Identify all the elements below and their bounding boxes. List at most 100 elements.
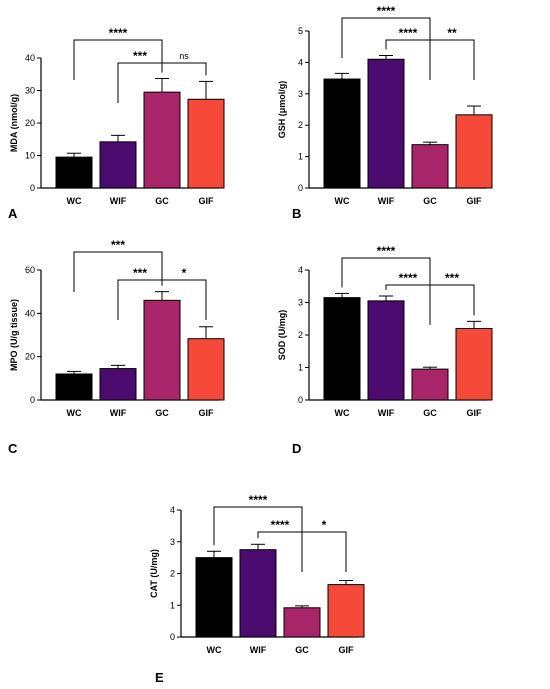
category-label-wif: WIF <box>378 196 395 206</box>
significance-label: *** <box>133 266 147 280</box>
y-tick-label: 3 <box>298 298 303 308</box>
significance-bracket <box>73 39 163 80</box>
y-tick-label: 4 <box>170 505 175 515</box>
category-label-gc: GC <box>423 408 437 418</box>
y-tick-label: 4 <box>298 57 303 67</box>
bar-gc <box>411 368 449 401</box>
significance-label: ns <box>179 51 189 61</box>
significance-bracket <box>73 251 163 292</box>
significance-label: *** <box>445 271 459 285</box>
bar-wc <box>55 373 93 401</box>
y-tick-label: 20 <box>25 352 35 362</box>
y-tick-label: 0 <box>298 183 303 193</box>
significance-label: **** <box>249 493 268 507</box>
significance-label: *** <box>111 238 125 252</box>
significance-label: ** <box>447 26 457 40</box>
y-axis-label: SOD (U/mg) <box>277 310 287 361</box>
category-label-wif: WIF <box>250 645 267 655</box>
y-tick-label: 3 <box>170 537 175 547</box>
category-label-gif: GIF <box>339 645 355 655</box>
category-label-gif: GIF <box>467 408 483 418</box>
significance-label: **** <box>399 26 418 40</box>
bar-wif <box>99 141 137 189</box>
significance-label: **** <box>271 518 290 532</box>
bar-wc <box>55 156 93 189</box>
y-tick-label: 40 <box>25 308 35 318</box>
y-tick-label: 3 <box>298 89 303 99</box>
category-label-gc: GC <box>423 196 437 206</box>
bar-wif <box>367 58 405 189</box>
y-tick-label: 0 <box>30 395 35 405</box>
category-label-wc: WC <box>67 408 82 418</box>
bar-gif <box>187 338 225 401</box>
significance-bracket <box>161 279 207 320</box>
y-tick-label: 0 <box>30 183 35 193</box>
category-label-gif: GIF <box>199 196 215 206</box>
bar-gc <box>411 144 449 189</box>
category-label-gc: GC <box>155 408 169 418</box>
panel-label: B <box>292 206 301 221</box>
significance-bracket <box>341 257 431 298</box>
bar-gif <box>455 114 493 189</box>
bar-wif <box>367 300 405 401</box>
significance-bracket <box>161 62 207 76</box>
bar-gc <box>143 299 181 401</box>
significance-label: **** <box>399 271 418 285</box>
y-tick-label: 2 <box>298 120 303 130</box>
bar-gif <box>187 98 225 189</box>
significance-label: **** <box>109 26 128 40</box>
significance-label: * <box>322 518 327 532</box>
y-tick-label: 1 <box>170 600 175 610</box>
y-tick-label: 0 <box>298 395 303 405</box>
category-label-gc: GC <box>295 645 309 655</box>
significance-label: **** <box>377 4 396 18</box>
bar-wc <box>323 297 361 401</box>
bar-gif <box>455 328 493 401</box>
y-tick-label: 2 <box>298 330 303 340</box>
category-label-wc: WC <box>207 645 222 655</box>
panel-label: E <box>155 670 164 685</box>
category-label-wif: WIF <box>110 408 127 418</box>
significance-bracket <box>429 284 475 325</box>
bar-wif <box>239 549 277 638</box>
y-axis-label: GSH (μmol/g) <box>277 81 287 139</box>
significance-label: **** <box>377 244 396 258</box>
y-tick-label: 60 <box>25 265 35 275</box>
y-axis-label: MDA (nmol/g) <box>9 94 19 152</box>
y-axis-label: MPO (U/g tissue) <box>9 299 19 371</box>
category-label-gif: GIF <box>199 408 215 418</box>
y-tick-label: 20 <box>25 118 35 128</box>
panel-label: C <box>8 441 18 456</box>
bar-gc <box>143 91 181 189</box>
bar-wc <box>323 78 361 189</box>
y-tick-label: 10 <box>25 151 35 161</box>
bar-gc <box>283 607 321 638</box>
y-tick-label: 2 <box>170 569 175 579</box>
category-label-wc: WC <box>335 408 350 418</box>
significance-bracket <box>341 17 431 58</box>
bar-wc <box>195 557 233 638</box>
category-label-wc: WC <box>335 196 350 206</box>
y-tick-label: 4 <box>298 265 303 275</box>
category-label-gc: GC <box>155 196 169 206</box>
y-tick-label: 1 <box>298 152 303 162</box>
panel-label: D <box>292 441 301 456</box>
y-axis-label: CAT (U/mg) <box>149 549 159 598</box>
category-label-gif: GIF <box>467 196 483 206</box>
y-tick-label: 0 <box>170 632 175 642</box>
category-label-wc: WC <box>67 196 82 206</box>
y-tick-label: 30 <box>25 86 35 96</box>
bar-gif <box>327 584 365 638</box>
significance-bracket <box>429 39 475 80</box>
y-tick-label: 40 <box>25 53 35 63</box>
category-label-wif: WIF <box>110 196 127 206</box>
category-label-wif: WIF <box>378 408 395 418</box>
significance-bracket <box>301 531 347 572</box>
significance-label: *** <box>133 49 147 63</box>
significance-label: * <box>182 266 187 280</box>
